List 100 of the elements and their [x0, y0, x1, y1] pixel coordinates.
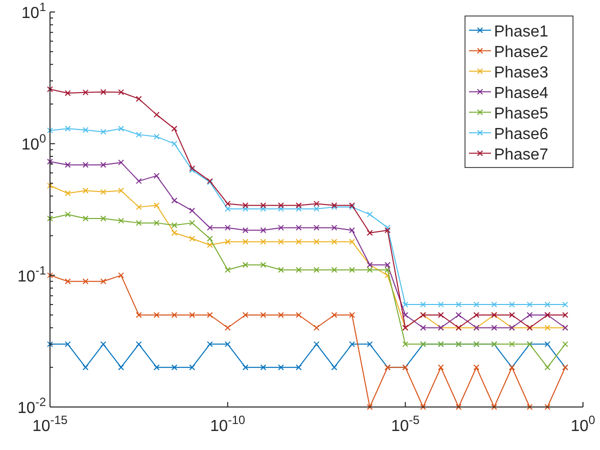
point [171, 364, 178, 370]
point [438, 364, 444, 370]
point [171, 126, 178, 132]
point [82, 89, 89, 96]
point [420, 404, 426, 410]
point [224, 206, 231, 212]
point [82, 278, 89, 284]
point [366, 404, 373, 410]
point [171, 230, 178, 236]
point [562, 312, 568, 318]
point [508, 312, 515, 318]
point [136, 132, 142, 138]
point [278, 206, 284, 212]
point [47, 158, 53, 165]
point [100, 162, 106, 168]
point [384, 266, 391, 273]
point [260, 227, 266, 234]
point [64, 341, 71, 348]
point [189, 364, 196, 370]
legend-label: Phase4 [494, 84, 548, 102]
point [384, 224, 391, 231]
point [260, 238, 266, 245]
point [154, 172, 160, 179]
point [118, 126, 124, 132]
point [508, 341, 515, 348]
point [526, 404, 533, 410]
point [420, 302, 426, 308]
point [64, 162, 71, 168]
point [314, 266, 320, 273]
point [456, 302, 462, 308]
point [562, 302, 568, 308]
point [562, 341, 568, 348]
point [331, 238, 338, 245]
point [366, 266, 373, 273]
point [154, 202, 160, 208]
point [544, 324, 550, 331]
point [100, 341, 106, 348]
point [314, 324, 320, 331]
point [544, 364, 550, 370]
legend-label: Phase2 [494, 44, 548, 61]
point [314, 224, 320, 231]
point [473, 312, 480, 318]
point [224, 341, 231, 348]
point [296, 224, 302, 231]
point [296, 364, 302, 370]
point [206, 236, 213, 242]
point [224, 200, 231, 207]
point [260, 202, 266, 208]
point [260, 364, 266, 370]
point [100, 88, 106, 95]
point [82, 162, 89, 168]
point [206, 224, 213, 231]
point [100, 278, 106, 284]
point [349, 341, 356, 348]
point [224, 324, 231, 331]
point [456, 404, 462, 410]
point [82, 127, 89, 133]
point [118, 364, 124, 370]
point [224, 224, 231, 231]
point [136, 220, 142, 226]
point [331, 224, 338, 231]
legend-label: Phase7 [494, 146, 548, 164]
point [224, 266, 231, 273]
point [296, 238, 302, 245]
point [314, 200, 320, 207]
point [438, 312, 444, 318]
point [47, 182, 53, 189]
point [349, 312, 356, 318]
point [136, 312, 142, 318]
point [47, 272, 53, 278]
x-tick-label: 10$^{-5}$ [391, 413, 420, 435]
point [544, 404, 550, 410]
legend-label: Phase6 [494, 126, 548, 143]
point [171, 198, 178, 204]
point [331, 364, 338, 370]
point [136, 341, 142, 348]
point [314, 206, 320, 212]
point [154, 112, 160, 118]
legend-label: Phase5 [494, 105, 548, 122]
point [189, 208, 196, 214]
legend-label: Phase1 [494, 23, 548, 40]
point [508, 302, 515, 308]
point [100, 216, 106, 222]
point [296, 266, 302, 273]
point [544, 302, 550, 308]
point [349, 227, 356, 234]
point [296, 202, 302, 208]
point [82, 364, 89, 370]
point [82, 216, 89, 222]
point [118, 89, 124, 96]
point [420, 324, 426, 331]
point [118, 272, 124, 278]
point [118, 218, 124, 224]
point [278, 202, 284, 208]
point [526, 312, 533, 318]
point [189, 312, 196, 318]
x-tick-label: 10$^{-10}$ [210, 413, 246, 435]
point [242, 202, 248, 208]
point [456, 312, 462, 318]
point [314, 341, 320, 348]
